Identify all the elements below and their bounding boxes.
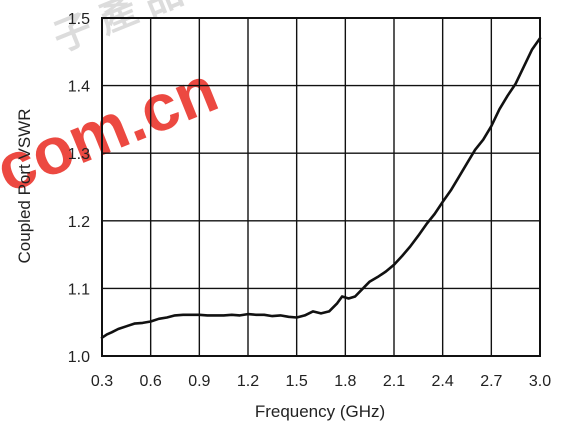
x-tick-label: 0.3 [91, 373, 113, 390]
watermark-chinese: 子 產 品 世 界 [47, 0, 278, 60]
y-tick-label: 1.4 [68, 79, 90, 96]
x-tick-label: 1.5 [286, 373, 308, 390]
x-tick-label: 2.7 [480, 373, 502, 390]
y-tick-label: 1.5 [68, 11, 90, 28]
x-tick-labels: 0.3 0.6 0.9 1.2 1.5 1.8 2.1 2.4 2.7 3.0 [91, 373, 551, 390]
plot-frame [101, 17, 541, 357]
series-line [100, 37, 542, 339]
x-axis-title: Frequency (GHz) [255, 402, 385, 421]
x-tick-label: 1.8 [334, 373, 356, 390]
x-tick-label: 1.2 [237, 373, 259, 390]
y-axis-title: Coupled Port VSWR [15, 109, 34, 264]
y-tick-labels: 1.0 1.1 1.2 1.3 1.4 1.5 [68, 11, 90, 366]
y-tick-label: 1.3 [68, 146, 90, 163]
y-tick-label: 1.1 [68, 281, 90, 298]
x-tick-label: 0.9 [188, 373, 210, 390]
line-layer [100, 37, 542, 339]
y-tick-label: 1.0 [68, 349, 90, 366]
grid [101, 17, 541, 357]
x-tick-label: 0.6 [140, 373, 162, 390]
x-tick-label: 3.0 [529, 373, 551, 390]
y-tick-label: 1.2 [68, 214, 90, 231]
watermark-domain: com.cn [0, 51, 227, 206]
x-tick-label: 2.1 [383, 373, 405, 390]
x-tick-label: 2.4 [432, 373, 454, 390]
watermark: 子 產 品 世 界 com.cn [0, 0, 279, 206]
